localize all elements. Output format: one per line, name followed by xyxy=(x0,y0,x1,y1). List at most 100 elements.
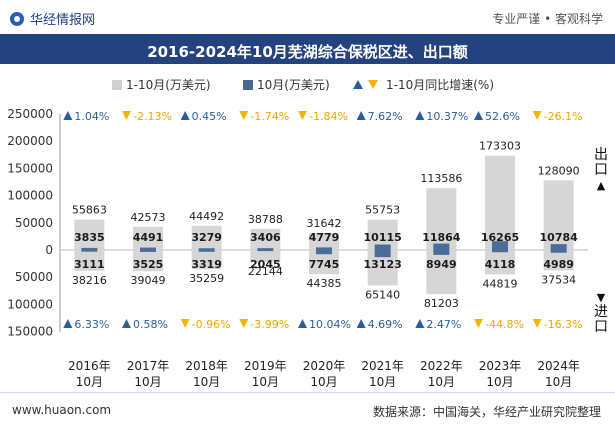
data-label-import-month: 13123 xyxy=(364,258,402,271)
growth-label-export-down-triangle-icon xyxy=(122,111,131,120)
growth-label-import: 4.69% xyxy=(368,318,403,331)
growth-label-export-down-triangle-icon xyxy=(532,111,542,120)
data-label-import-month: 4118 xyxy=(485,258,516,271)
data-label-export-cumulative: 173303 xyxy=(479,140,521,153)
data-label-import-cumulative: 35259 xyxy=(189,272,224,285)
data-label-export-cumulative: 128090 xyxy=(538,164,580,177)
data-label-import-month: 3525 xyxy=(133,258,164,271)
legend-swatch-cumulative xyxy=(112,80,122,90)
bar-export-month xyxy=(81,247,98,250)
x-tick-label-year: 2018年 xyxy=(185,359,228,373)
data-label-import-month: 4989 xyxy=(543,258,574,271)
y-tick-label: 150000 xyxy=(7,161,53,175)
data-label-import-cumulative: 44819 xyxy=(483,277,518,290)
x-tick-label-month: 10月 xyxy=(76,375,103,389)
bar-export-cumulative xyxy=(133,226,163,250)
data-label-export-month: 16265 xyxy=(481,231,519,244)
bar-export-month xyxy=(433,243,450,250)
bar-import-month xyxy=(550,250,567,253)
bar-import-cumulative xyxy=(191,250,222,270)
data-label-export-cumulative: 55863 xyxy=(72,204,107,217)
data-label-import-month: 8949 xyxy=(426,258,457,271)
y-tick-label: 200000 xyxy=(7,134,53,148)
footer-divider xyxy=(0,392,615,393)
growth-label-export-down-triangle-icon xyxy=(298,111,307,120)
legend-label-growth: 1-10月同比增速(%) xyxy=(386,78,495,92)
legend-label-month: 10月(万美元) xyxy=(257,78,330,92)
data-label-import-month: 7745 xyxy=(309,258,340,271)
x-tick-label-month: 10月 xyxy=(428,375,455,389)
data-label-import-month: 3319 xyxy=(191,258,222,271)
growth-label-export-down-triangle-icon xyxy=(239,111,249,120)
growth-label-export: -26.1% xyxy=(544,110,583,123)
data-label-export-month: 10115 xyxy=(364,231,402,244)
bar-import-cumulative xyxy=(543,250,574,271)
chart-title: 2016-2024年10月芜湖综合保税区进、出口额 xyxy=(147,43,468,61)
brand-name: 华经情报网 xyxy=(30,13,96,28)
data-label-export-cumulative: 113586 xyxy=(420,172,462,185)
bar-import-month xyxy=(81,250,98,252)
side-label-export-char-1: 出 xyxy=(594,147,608,163)
data-label-import-month: 3111 xyxy=(74,258,105,271)
bar-import-cumulative xyxy=(133,250,163,272)
growth-label-import-down-triangle-icon xyxy=(532,319,542,328)
growth-label-import-up-triangle-icon xyxy=(415,319,425,328)
x-tick-label-month: 10月 xyxy=(369,375,396,389)
data-label-export-cumulative: 44492 xyxy=(189,210,224,223)
x-tick-label-year: 2019年 xyxy=(244,359,287,373)
arrow-down-icon: ▼ xyxy=(596,291,606,304)
growth-label-export: -2.13% xyxy=(133,110,172,123)
growth-label-import: 2.47% xyxy=(426,318,461,331)
data-label-import-month: 2045 xyxy=(250,258,281,271)
data-label-export-month: 10784 xyxy=(540,231,579,244)
bar-export-cumulative xyxy=(74,219,105,250)
growth-label-import: -3.99% xyxy=(250,318,289,331)
bar-export-month xyxy=(198,248,215,250)
growth-label-export-up-triangle-icon xyxy=(356,111,366,120)
side-label-import-char-1: 进 xyxy=(594,304,608,320)
bar-export-cumulative xyxy=(485,155,515,250)
growth-label-import: 6.33% xyxy=(74,318,109,331)
growth-label-import-up-triangle-icon xyxy=(298,319,307,328)
bar-import-month xyxy=(492,250,508,253)
bar-export-month xyxy=(316,247,332,250)
growth-label-export-up-triangle-icon xyxy=(180,111,190,120)
bar-import-month xyxy=(374,250,391,258)
legend-triangle-icon xyxy=(353,80,378,89)
growth-label-import-up-triangle-icon xyxy=(356,319,366,328)
growth-label-export: 52.6% xyxy=(485,110,520,123)
bar-import-cumulative xyxy=(250,250,281,263)
data-label-export-cumulative: 38788 xyxy=(248,213,283,226)
growth-label-import-down-triangle-icon xyxy=(239,319,249,328)
data-label-import-cumulative: 22144 xyxy=(248,265,283,278)
bar-import-cumulative xyxy=(426,250,457,295)
x-tick-label-month: 10月 xyxy=(486,375,513,389)
growth-label-export: 0.45% xyxy=(192,110,227,123)
growth-label-export-up-triangle-icon xyxy=(415,111,425,120)
legend: 1-10月(万美元) 10月(万美元) 1-10月同比增速(%) xyxy=(0,74,615,94)
brand-logo-icon xyxy=(10,12,24,26)
growth-label-export: 1.04% xyxy=(74,110,109,123)
data-label-export-month: 4779 xyxy=(309,231,340,244)
x-tick-label-year: 2020年 xyxy=(303,359,346,373)
brand: 华经情报网 xyxy=(10,9,95,28)
bar-import-month xyxy=(198,250,215,252)
slogan: 专业严谨 • 客观科学 xyxy=(492,12,603,26)
x-tick-label-year: 2024年 xyxy=(537,359,580,373)
growth-label-export-up-triangle-icon xyxy=(63,111,73,120)
data-label-export-cumulative: 55753 xyxy=(365,204,400,217)
side-label-export: 出 口 ▲ xyxy=(593,148,609,193)
x-tick-label-year: 2017年 xyxy=(127,359,170,373)
side-label-import-char-2: 口 xyxy=(594,319,608,335)
data-label-export-month: 3279 xyxy=(191,231,222,244)
bar-import-month xyxy=(433,250,450,255)
bar-import-month xyxy=(316,250,332,255)
data-label-import-cumulative: 44385 xyxy=(307,277,342,290)
legend-item-month: 10月(万美元) xyxy=(243,76,330,93)
footer-site-link[interactable]: www.huaon.com xyxy=(12,403,112,417)
legend-swatch-month xyxy=(243,80,253,90)
bar-import-cumulative xyxy=(74,250,105,271)
bar-export-cumulative xyxy=(426,188,457,250)
growth-label-export: -1.84% xyxy=(309,110,348,123)
data-label-export-cumulative: 31642 xyxy=(307,217,342,230)
